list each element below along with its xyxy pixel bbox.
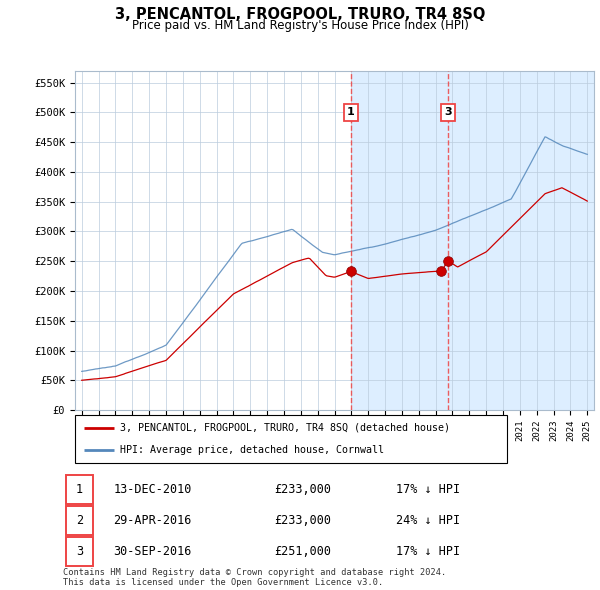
Text: Price paid vs. HM Land Registry's House Price Index (HPI): Price paid vs. HM Land Registry's House … — [131, 19, 469, 32]
Text: 3, PENCANTOL, FROGPOOL, TRURO, TR4 8SQ: 3, PENCANTOL, FROGPOOL, TRURO, TR4 8SQ — [115, 7, 485, 22]
Text: 13-DEC-2010: 13-DEC-2010 — [113, 483, 191, 496]
Text: 3: 3 — [76, 545, 83, 558]
Text: 29-APR-2016: 29-APR-2016 — [113, 514, 191, 527]
Text: 3, PENCANTOL, FROGPOOL, TRURO, TR4 8SQ (detached house): 3, PENCANTOL, FROGPOOL, TRURO, TR4 8SQ (… — [121, 423, 451, 433]
Text: 24% ↓ HPI: 24% ↓ HPI — [395, 514, 460, 527]
Text: £251,000: £251,000 — [274, 545, 331, 558]
Text: Contains HM Land Registry data © Crown copyright and database right 2024.
This d: Contains HM Land Registry data © Crown c… — [63, 568, 446, 587]
Bar — [350, 71, 594, 410]
Text: £233,000: £233,000 — [274, 514, 331, 527]
FancyBboxPatch shape — [65, 476, 93, 504]
Text: 17% ↓ HPI: 17% ↓ HPI — [395, 483, 460, 496]
FancyBboxPatch shape — [65, 506, 93, 535]
Text: 1: 1 — [347, 107, 355, 117]
FancyBboxPatch shape — [65, 537, 93, 566]
Text: 2: 2 — [76, 514, 83, 527]
Text: 30-SEP-2016: 30-SEP-2016 — [113, 545, 191, 558]
FancyBboxPatch shape — [75, 415, 507, 463]
Text: 1: 1 — [76, 483, 83, 496]
Text: £233,000: £233,000 — [274, 483, 331, 496]
Text: HPI: Average price, detached house, Cornwall: HPI: Average price, detached house, Corn… — [121, 445, 385, 455]
Text: 3: 3 — [445, 107, 452, 117]
Text: 17% ↓ HPI: 17% ↓ HPI — [395, 545, 460, 558]
